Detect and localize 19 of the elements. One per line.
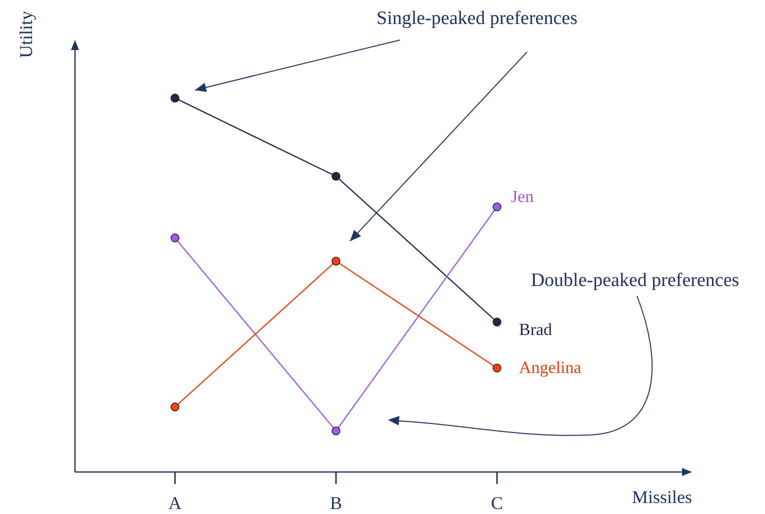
point — [492, 202, 502, 212]
series-label: Brad — [519, 320, 553, 340]
x-axis-title: Missiles — [632, 487, 692, 507]
point — [170, 402, 180, 412]
point — [332, 256, 340, 266]
x-tick-label: C — [490, 493, 504, 513]
x-tick-label: A — [168, 493, 182, 513]
annotation: Double-peaked preferences — [530, 270, 740, 291]
text: Single-peaked preferences — [376, 8, 578, 29]
x-tick-label: B — [330, 493, 342, 513]
y-axis-title: Utility — [16, 10, 36, 58]
series-label: Angelina — [519, 358, 582, 378]
point — [492, 364, 502, 372]
point — [332, 172, 340, 181]
series-label: Jen — [511, 186, 534, 206]
point — [170, 234, 180, 242]
point — [492, 318, 502, 326]
point — [332, 426, 340, 436]
point — [170, 94, 180, 102]
